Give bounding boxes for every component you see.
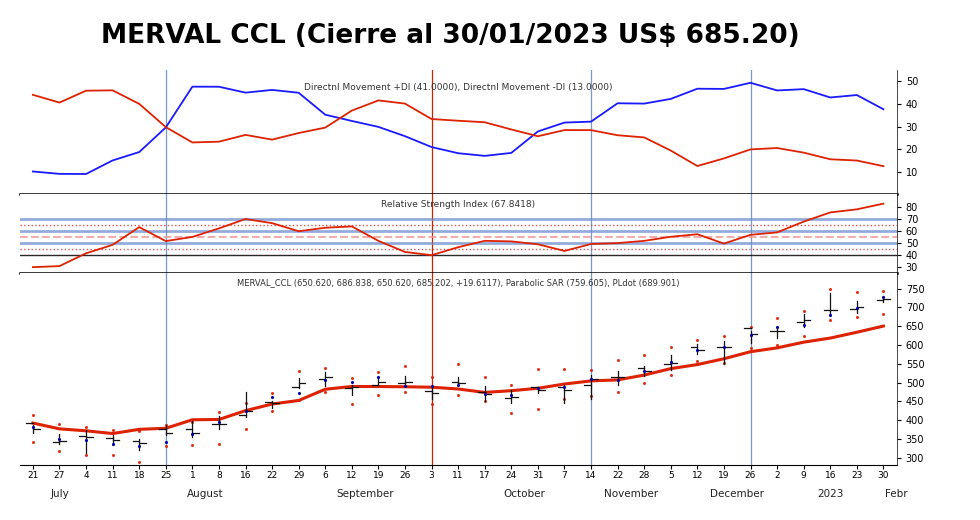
Text: MERVAL CCL (Cierre al 30/01/2023 US$ 685.20): MERVAL CCL (Cierre al 30/01/2023 US$ 685…	[102, 23, 800, 49]
Text: Relative Strength Index (67.8418): Relative Strength Index (67.8418)	[381, 200, 535, 209]
Text: MERVAL_CCL (650.620, 686.838, 650.620, 685.202, +19.6117), Parabolic SAR (759.60: MERVAL_CCL (650.620, 686.838, 650.620, 6…	[237, 278, 679, 287]
Text: Febr: Febr	[885, 489, 908, 499]
Text: August: August	[187, 489, 224, 499]
Text: December: December	[710, 489, 764, 499]
Text: October: October	[504, 489, 546, 499]
Text: July: July	[50, 489, 69, 499]
Text: September: September	[336, 489, 394, 499]
Text: 2023: 2023	[817, 489, 844, 499]
Text: November: November	[604, 489, 658, 499]
Text: Directnl Movement +DI (41.0000), Directnl Movement -DI (13.0000): Directnl Movement +DI (41.0000), Directn…	[304, 83, 612, 92]
